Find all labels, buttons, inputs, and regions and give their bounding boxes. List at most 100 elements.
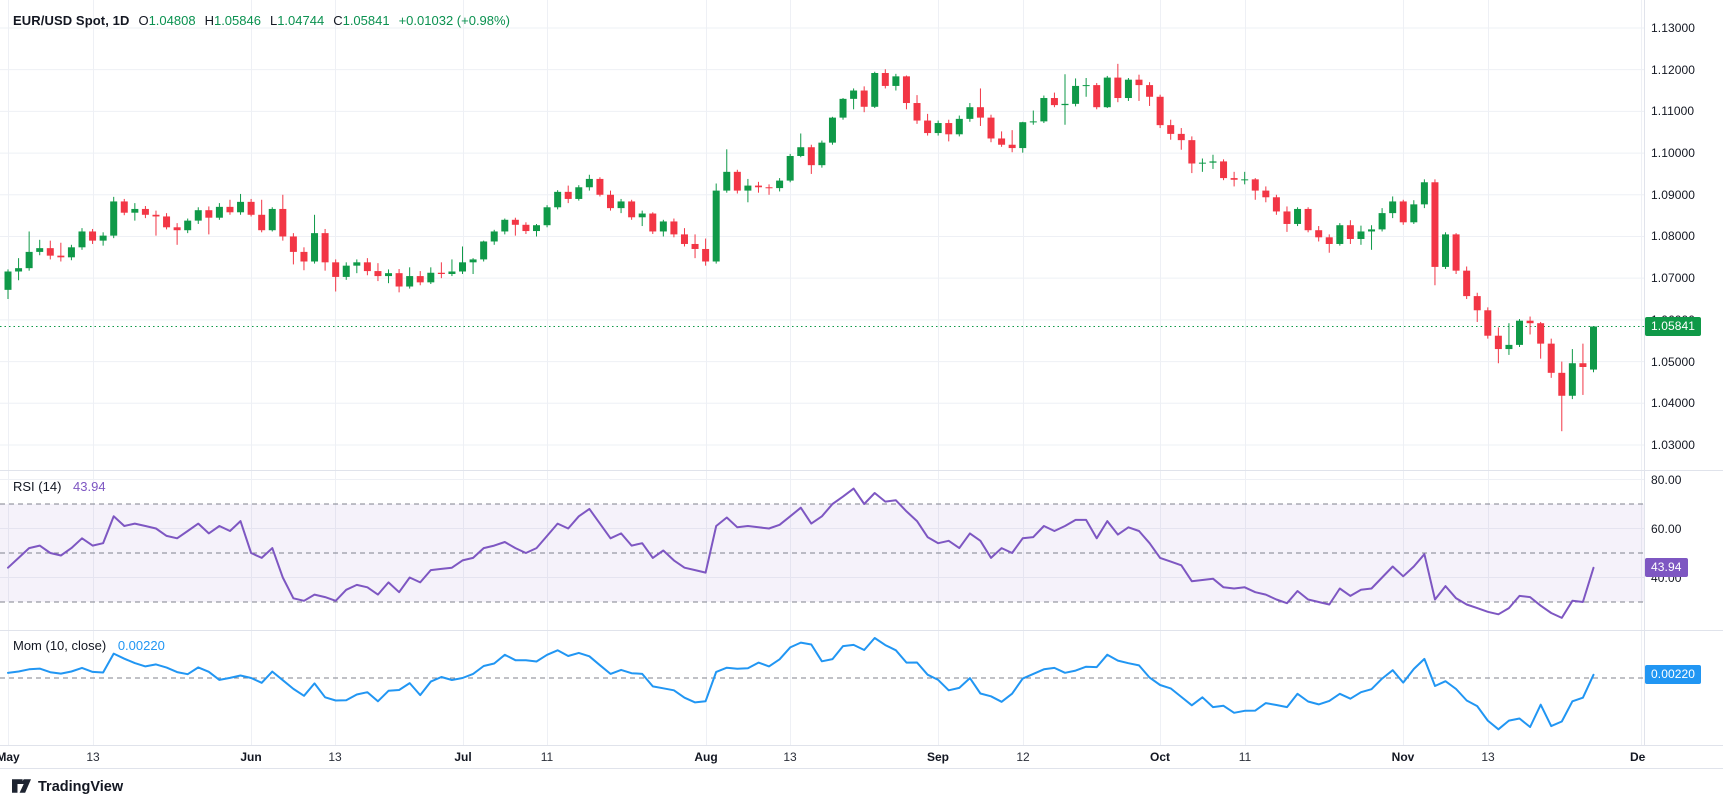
- candle-body: [839, 98, 847, 118]
- candle-body: [902, 76, 910, 104]
- price-axis-label: 1.13000: [1651, 20, 1696, 35]
- candle-body: [448, 271, 456, 274]
- candle-body: [1442, 234, 1450, 267]
- ohlc-item-o: O1.04808: [138, 13, 195, 28]
- candle-body: [1146, 85, 1154, 97]
- candle-body: [1220, 161, 1228, 179]
- candle-body: [226, 206, 234, 213]
- time-axis-label-jun: Jun: [240, 750, 262, 764]
- candle-body: [163, 216, 171, 228]
- candle-body: [606, 194, 614, 209]
- candle-body: [1558, 372, 1566, 396]
- candle-body: [353, 262, 361, 266]
- candle-body: [1209, 161, 1217, 163]
- candle-body: [215, 206, 223, 218]
- candle-body: [533, 225, 540, 232]
- candle-body: [1389, 201, 1397, 214]
- candle-body: [913, 103, 921, 121]
- candle-body: [247, 201, 255, 215]
- price-axis-label: 1.09000: [1651, 187, 1696, 202]
- candle-body: [1061, 103, 1069, 106]
- candle-body: [955, 118, 963, 135]
- time-axis-label-11: 11: [540, 750, 554, 764]
- time-axis[interactable]: May 13 Jun 13 Jul 11 Aug 13 Sep 12 Oct 11 Nov 13 Dec: [0, 745, 1646, 768]
- candle-body: [945, 123, 953, 135]
- candle-body: [1008, 144, 1016, 149]
- candle-body: [1537, 323, 1545, 344]
- candle-body: [998, 138, 1006, 145]
- candle-body: [1167, 125, 1175, 134]
- tradingview-brand-name: TradingView: [38, 778, 124, 795]
- candle-body: [1399, 201, 1407, 223]
- symbol-title[interactable]: EUR/USD Spot, 1D: [13, 13, 130, 28]
- candle-body: [1103, 77, 1111, 108]
- mom-legend[interactable]: Mom (10, close) 0.00220: [13, 638, 165, 653]
- candle-body: [1473, 296, 1481, 311]
- candle-body: [1516, 320, 1524, 345]
- ohlc-number: 1.05846: [213, 13, 261, 28]
- candle-body: [733, 171, 741, 191]
- price-axis-label: 1.12000: [1651, 62, 1696, 77]
- ohlc-number: 1.04808: [148, 13, 196, 28]
- candle-body: [406, 276, 414, 287]
- candle-body: [670, 221, 678, 235]
- price-axis-label: 1.08000: [1651, 229, 1696, 244]
- candle-body: [1336, 225, 1344, 244]
- candle-body: [1135, 79, 1143, 86]
- candle-body: [120, 201, 128, 213]
- candle-body: [395, 273, 403, 287]
- candle-body: [173, 227, 181, 231]
- candle-body: [712, 190, 720, 262]
- mom-indicator-name: Mom (10, close): [13, 638, 107, 653]
- candle-body: [1177, 133, 1185, 141]
- ohlc-item-h: H1.05846: [205, 13, 261, 28]
- candle-body: [459, 262, 467, 272]
- candle-body: [1463, 270, 1471, 297]
- candle-body: [427, 272, 435, 283]
- candle-body: [1410, 204, 1418, 223]
- ohlc-values: O1.04808 H1.05846 L1.04744 C1.05841: [129, 13, 389, 28]
- candle-body: [1346, 225, 1354, 239]
- candle-body: [966, 107, 974, 119]
- candle-body: [342, 265, 350, 277]
- tradingview-attribution[interactable]: TradingView: [12, 777, 123, 796]
- candle-body: [1420, 182, 1428, 205]
- time-axis-label-oct: Oct: [1149, 750, 1171, 764]
- mom-value-badge: 0.00220: [1645, 665, 1702, 685]
- candle-body: [1072, 85, 1080, 104]
- time-axis-label-13: 13: [328, 750, 342, 764]
- rsi-legend[interactable]: RSI (14) 43.94: [13, 479, 106, 494]
- candle-body: [1283, 211, 1291, 224]
- candle-body: [184, 220, 192, 231]
- candle-body: [585, 178, 593, 188]
- candle-body: [1230, 178, 1238, 180]
- candle-body: [786, 155, 794, 181]
- candle-body: [57, 255, 65, 258]
- candle-body: [1294, 208, 1302, 224]
- candle-body: [110, 201, 118, 236]
- candle-body: [321, 233, 329, 263]
- candle-body: [1124, 79, 1132, 99]
- symbol-legend[interactable]: EUR/USD Spot, 1D O1.04808 H1.05846 L1.04744…: [13, 13, 510, 28]
- ohlc-item-c: C1.05841: [333, 13, 389, 28]
- rsi-axis-label: 60.00: [1651, 521, 1682, 536]
- time-axis-label-aug: Aug: [694, 750, 718, 764]
- candle-body: [754, 185, 762, 188]
- candle-body: [289, 236, 297, 252]
- candle-body: [1368, 229, 1376, 232]
- time-axis-label-sep: Sep: [926, 750, 950, 764]
- candle-body: [554, 191, 562, 208]
- candle-body: [1241, 179, 1249, 181]
- candle-body: [1156, 96, 1164, 126]
- candle-body: [268, 208, 276, 231]
- candle-body: [1029, 121, 1037, 123]
- price-axis-label: 1.04000: [1651, 396, 1696, 411]
- rsi-axis-label: 80.00: [1651, 472, 1682, 487]
- candle-body: [1040, 98, 1048, 122]
- candle-body: [1019, 122, 1027, 149]
- candle-body: [976, 107, 984, 118]
- candle-body: [1198, 162, 1206, 164]
- candle-body: [1114, 77, 1122, 99]
- ohlc-number: 1.04744: [277, 13, 325, 28]
